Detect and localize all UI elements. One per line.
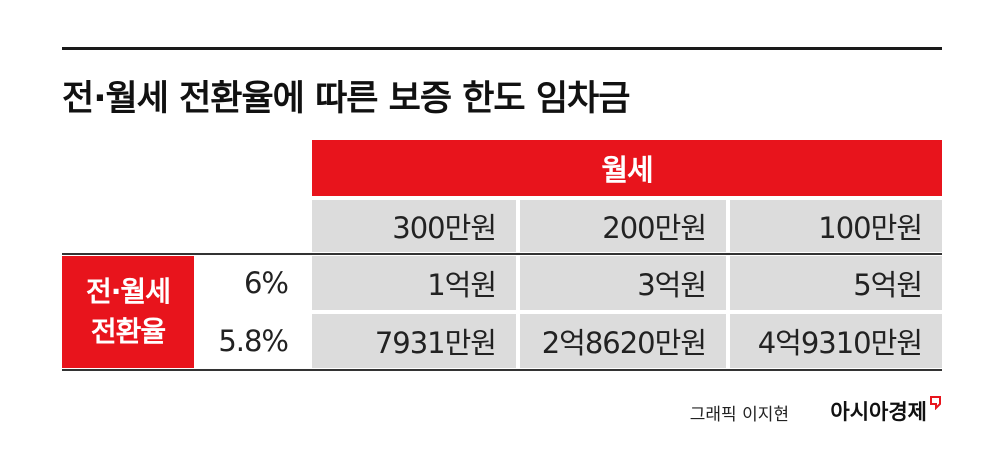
- column-header: 300만원: [312, 200, 516, 252]
- row-header-line: 전환율: [90, 315, 166, 348]
- value-cell: 1억원: [312, 256, 516, 310]
- bottom-rule: [62, 369, 942, 371]
- top-rule: [62, 47, 942, 50]
- value-cell: 4억9310만원: [730, 314, 942, 368]
- value-cell: 3억원: [520, 256, 726, 310]
- credit: 그래픽 이지현: [689, 405, 789, 425]
- brand-icon: [930, 396, 941, 410]
- column-header: 100만원: [730, 200, 942, 252]
- group-header: 월세: [312, 140, 942, 196]
- brand-icon-shape: [930, 396, 941, 410]
- value-cell: 5억원: [730, 256, 942, 310]
- row-header: 전·월세 전환율: [62, 256, 194, 368]
- value-cell: 7931만원: [312, 314, 516, 368]
- rate-cell: 6%: [243, 266, 289, 300]
- brand: 아시아경제: [830, 400, 927, 424]
- rate-cell: 5.8%: [218, 324, 289, 358]
- row-rule: [62, 253, 942, 255]
- column-header: 200만원: [520, 200, 726, 252]
- value-cell: 2억8620만원: [520, 314, 726, 368]
- title: 전·월세 전환율에 따른 보증 한도 임차금: [62, 79, 630, 119]
- row-header-line: 전·월세: [86, 275, 171, 308]
